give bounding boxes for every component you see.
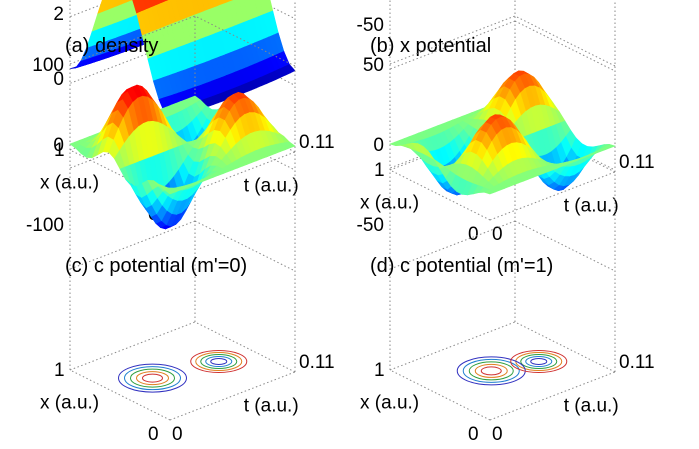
grid-floor-back-t — [69, 321, 196, 371]
grid-top-right — [514, 15, 616, 67]
panel-c-z-tick-low: -100 — [26, 215, 64, 236]
contour-line — [210, 358, 228, 365]
grid-floor-back-x — [194, 321, 296, 373]
panel-b-title: (b) x potential — [370, 35, 491, 57]
panel-a-surface — [69, 0, 296, 120]
panel-c-c-potential-m0: (c) c potential (m'=0) -100 0 100 0 0.11… — [26, 15, 335, 445]
contour-line — [468, 361, 514, 381]
panel-b-z-tick-low: -50 — [357, 15, 384, 36]
panel-c-z-tick-mid: 0 — [53, 135, 64, 156]
panel-c-t-tick-end: 0.11 — [299, 352, 335, 373]
contour-line — [456, 356, 526, 386]
panel-a-x-axis-label: x (a.u.) — [40, 173, 99, 194]
contour-line — [510, 350, 568, 373]
panel-d-c-potential-m1: (d) c potential (m'=1) -50 0 50 0 0.11 0… — [357, 15, 655, 445]
contour-line — [480, 366, 502, 376]
surface-patch — [97, 0, 107, 14]
panel-d-z-tick-high: 50 — [363, 55, 384, 76]
panel-d-z-tick-mid: 0 — [373, 135, 384, 156]
panel-a-title: (a) density — [65, 35, 158, 57]
contour-line — [520, 354, 558, 369]
contour-line — [474, 363, 508, 378]
grid-floor-front-x — [389, 369, 491, 421]
contour-line — [142, 373, 163, 383]
panel-d-t-axis-label: t (a.u.) — [564, 396, 619, 417]
panel-c-x-tick-end: 1 — [54, 360, 65, 381]
panel-a-t-tick-end: 0.11 — [299, 132, 335, 153]
panel-d-z-tick-low: -50 — [357, 215, 384, 236]
grid-floor-back-x — [514, 321, 616, 373]
contour-line — [124, 366, 181, 391]
panel-d-title: (d) c potential (m'=1) — [370, 255, 553, 277]
panel-b-x-tick-end: 1 — [374, 160, 385, 181]
contour-line — [130, 368, 175, 388]
grid-back-wall-h — [194, 220, 296, 272]
grid-floor-front-x — [69, 149, 171, 201]
panel-d-t-tick-start: 0 — [492, 424, 503, 445]
contour-line — [462, 358, 520, 383]
panel-a-z-tick-mid: 2 — [53, 4, 64, 25]
panel-c-surface — [69, 84, 296, 230]
grid-back-wall-h — [514, 20, 616, 72]
panel-a-density: (a) density 0 2 4 0 0.11 0 1 t (a.u.) x … — [40, 0, 335, 225]
panel-a-t-axis-label: t (a.u.) — [244, 176, 299, 197]
panel-c-x-axis-label: x (a.u.) — [40, 393, 99, 414]
panel-c-t-tick-start: 0 — [172, 424, 183, 445]
panel-b-t-tick-end: 0.11 — [619, 152, 655, 173]
grid-top-right — [194, 15, 296, 67]
panel-d-frame — [389, 15, 616, 421]
contour-line — [200, 354, 238, 369]
grid-back-wall-h — [256, 0, 296, 20]
panel-a-z-tick-low: 0 — [53, 69, 64, 90]
panel-d-t-tick-end: 0.11 — [619, 352, 655, 373]
contour-line — [195, 352, 243, 371]
contour-line — [205, 356, 233, 367]
grid-back-wall-h — [514, 119, 616, 171]
surface-patch — [163, 188, 176, 195]
surface-patch — [121, 0, 128, 5]
surface-patch — [483, 189, 496, 195]
panel-b-x-axis-label: x (a.u.) — [360, 193, 419, 214]
panel-d-contours — [456, 350, 568, 386]
contour-line — [525, 356, 553, 367]
panel-d-x-axis-label: x (a.u.) — [360, 393, 419, 414]
contour-line — [530, 358, 548, 365]
panel-c-title: (c) c potential (m'=0) — [65, 255, 247, 277]
panel-c-t-axis-label: t (a.u.) — [244, 396, 299, 417]
panel-c-contours — [118, 350, 248, 393]
grid-floor-back-t — [389, 321, 516, 371]
panel-d-surface — [389, 70, 616, 196]
grid-back-wall-h — [514, 220, 616, 272]
contour-line — [118, 363, 187, 393]
grid-back-wall-h — [194, 119, 296, 171]
panel-d-x-tick-end: 1 — [374, 360, 385, 381]
panel-c-x-tick-start: 0 — [148, 424, 159, 445]
grid-floor-front-x — [69, 369, 171, 421]
panel-d-x-tick-start: 0 — [468, 424, 479, 445]
panel-c-z-tick-high: 100 — [32, 55, 64, 76]
surface-patch — [126, 0, 132, 3]
grid-floor-front-x — [389, 169, 491, 221]
contour-line — [136, 371, 169, 386]
panel-b-t-tick-start: 0 — [492, 224, 503, 245]
panel-a-x-tick-end: 1 — [54, 140, 65, 161]
panel-b-t-axis-label: t (a.u.) — [564, 196, 619, 217]
contour-line — [515, 352, 563, 371]
contour-line — [190, 350, 248, 373]
panel-b-x-tick-start: 0 — [468, 224, 479, 245]
